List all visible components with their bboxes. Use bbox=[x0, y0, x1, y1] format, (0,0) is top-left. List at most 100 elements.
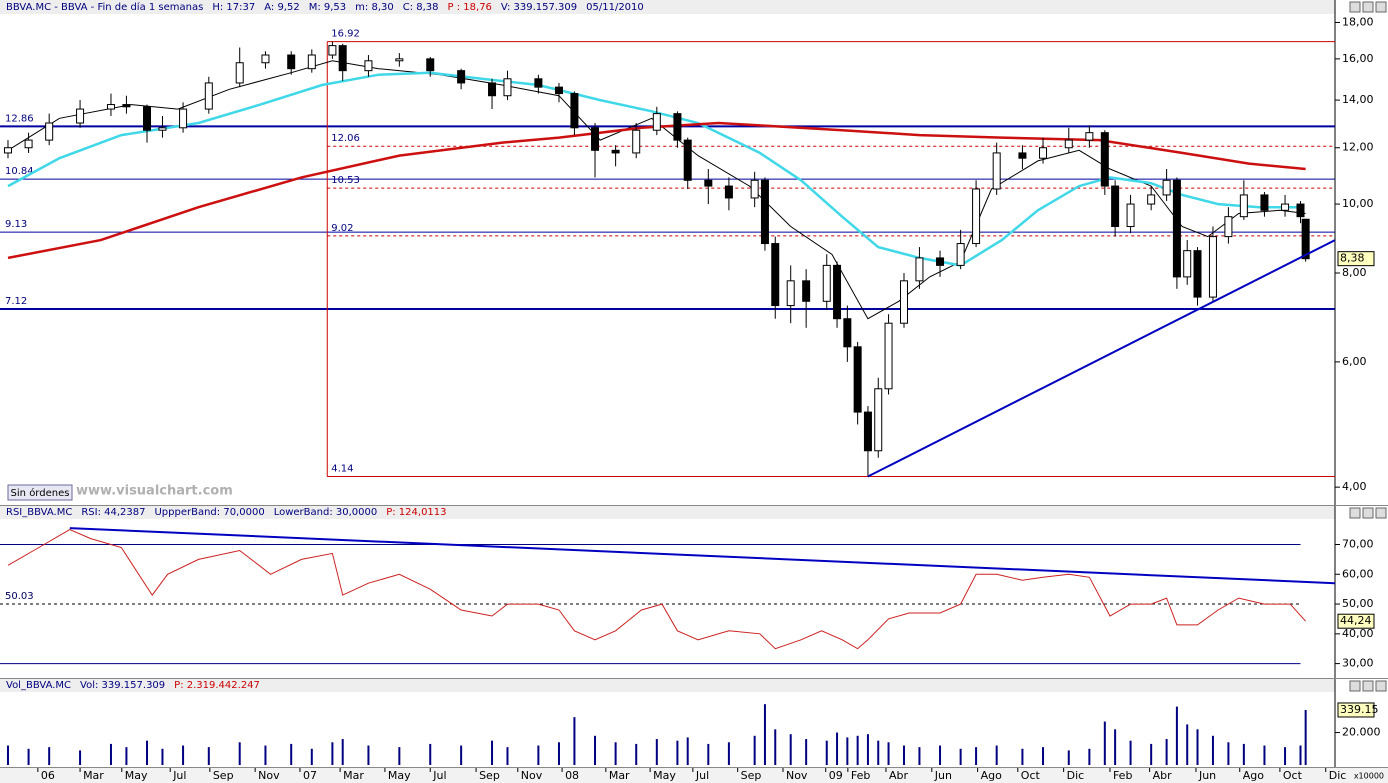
y-tick-label: 16,00 bbox=[1342, 52, 1374, 65]
x-tick-label: Oct bbox=[1283, 769, 1303, 782]
candle-body bbox=[1260, 194, 1269, 211]
candle-body bbox=[1111, 185, 1120, 227]
candle-body bbox=[1172, 179, 1181, 278]
volume-bar bbox=[537, 745, 540, 765]
level-label: 10.53 bbox=[331, 175, 360, 186]
candle-body bbox=[1239, 194, 1248, 218]
volume-bar bbox=[1103, 721, 1106, 765]
x-tick-label: Ago bbox=[981, 769, 1003, 782]
window-button[interactable] bbox=[1362, 680, 1374, 692]
window-button[interactable] bbox=[1375, 680, 1387, 692]
volume-bar bbox=[1088, 748, 1091, 765]
x-tick-label: Mar bbox=[83, 769, 104, 782]
x-tick-label: Jun bbox=[1198, 769, 1216, 782]
last-value-label: 8,38 bbox=[1340, 252, 1365, 265]
x-tick-label: Nov bbox=[521, 769, 543, 782]
y-tick-label: 50,00 bbox=[1342, 597, 1374, 610]
x-tick-label: 08 bbox=[565, 769, 579, 782]
candle-body bbox=[570, 93, 579, 129]
candle-body bbox=[1183, 250, 1192, 278]
level-label: 7.12 bbox=[5, 296, 27, 307]
candle-body bbox=[106, 104, 115, 110]
candle-body bbox=[1224, 216, 1233, 238]
x-tick-label: Nov bbox=[786, 769, 808, 782]
candle-body bbox=[122, 104, 131, 108]
header-strip bbox=[0, 506, 1335, 519]
candle-body bbox=[338, 45, 347, 72]
level-label: 9.13 bbox=[5, 219, 27, 230]
level-label: 50.03 bbox=[5, 591, 34, 602]
window-button[interactable] bbox=[1362, 507, 1374, 519]
candle-body bbox=[1039, 147, 1048, 159]
candle-body bbox=[204, 82, 213, 110]
candle-body bbox=[426, 58, 435, 72]
candle-body bbox=[1208, 236, 1217, 298]
candle-body bbox=[1296, 203, 1305, 218]
volume-bar bbox=[109, 743, 112, 765]
window-button[interactable] bbox=[1349, 1, 1361, 13]
candle-body bbox=[822, 264, 831, 302]
candle-body bbox=[364, 60, 373, 72]
volume-bar bbox=[1042, 747, 1045, 765]
candle-body bbox=[874, 388, 883, 452]
volume-bar bbox=[491, 740, 494, 765]
x-tick-label: Sep bbox=[741, 769, 762, 782]
volume-bar bbox=[918, 747, 921, 765]
candle-body bbox=[235, 62, 244, 84]
window-button[interactable] bbox=[1375, 507, 1387, 519]
candle-body bbox=[328, 45, 337, 56]
candle-body bbox=[457, 70, 466, 84]
volume-bar bbox=[79, 750, 82, 765]
volume-bar bbox=[846, 737, 849, 765]
window-button[interactable] bbox=[1349, 680, 1361, 692]
panel-header: RSI_BBVA.MC bbox=[6, 507, 72, 518]
x-tick-label: 06 bbox=[41, 769, 55, 782]
volume-bar bbox=[763, 704, 766, 765]
candle-body bbox=[843, 318, 852, 348]
orders-button-label[interactable]: Sin órdenes bbox=[11, 487, 70, 499]
candle-body bbox=[956, 243, 965, 266]
window-button[interactable] bbox=[1375, 1, 1387, 13]
window-button[interactable] bbox=[1349, 507, 1361, 519]
x-tick-label: Abr bbox=[889, 769, 909, 782]
volume-bar bbox=[975, 747, 978, 765]
volume-bar bbox=[125, 747, 128, 765]
volume-bar bbox=[238, 742, 241, 765]
candle-body bbox=[261, 54, 270, 64]
volume-bar bbox=[1021, 748, 1024, 765]
moving-average bbox=[7, 71, 1301, 267]
volume-bar bbox=[331, 742, 334, 765]
candle-body bbox=[611, 149, 620, 154]
volume-bar bbox=[48, 747, 51, 765]
orders-button[interactable] bbox=[7, 484, 73, 501]
volume-bar bbox=[753, 735, 756, 765]
panel-header: UppperBand: 70,0000 bbox=[154, 507, 264, 518]
volume-bar bbox=[856, 735, 859, 765]
candle-body bbox=[992, 152, 1001, 190]
candle-body bbox=[1064, 139, 1073, 149]
volume-bar bbox=[902, 745, 905, 765]
volume-bar bbox=[161, 748, 164, 765]
level-label: 12.86 bbox=[5, 113, 34, 124]
level-label: 9.02 bbox=[331, 223, 353, 234]
watermark: www.visualchart.com bbox=[76, 484, 233, 499]
candle-body bbox=[771, 243, 780, 307]
candle-body bbox=[395, 58, 404, 62]
x-axis-strip bbox=[0, 768, 1388, 783]
x-tick-label: Jul bbox=[432, 769, 446, 782]
volume-bar bbox=[887, 742, 890, 765]
volume-bar bbox=[367, 745, 370, 765]
window-buttons bbox=[1349, 1, 1387, 692]
x-tick-label: Sep bbox=[213, 769, 234, 782]
panel-header: Vol_BBVA.MC bbox=[6, 680, 71, 691]
volume-bar bbox=[614, 742, 617, 765]
last-value-box bbox=[1337, 702, 1375, 718]
volume-bar bbox=[264, 745, 267, 765]
panel-header: C: 8,38 bbox=[403, 2, 439, 13]
volume-bar bbox=[774, 729, 777, 765]
volume-bar bbox=[1196, 729, 1199, 765]
volume-bar bbox=[460, 745, 463, 765]
volume-bar bbox=[959, 748, 962, 765]
window-button[interactable] bbox=[1362, 1, 1374, 13]
